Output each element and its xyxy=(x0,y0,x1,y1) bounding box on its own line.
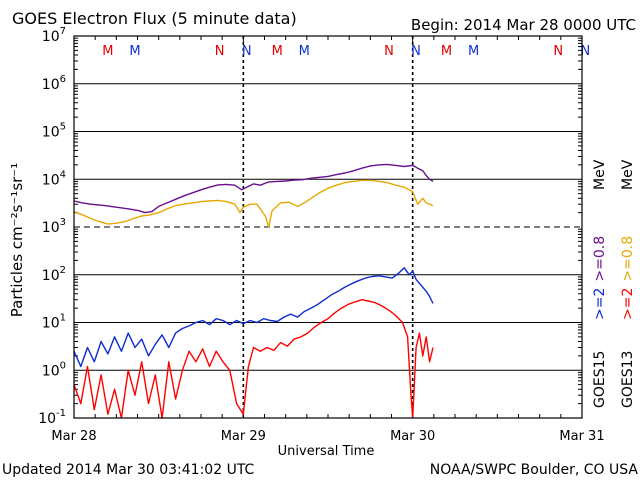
series-line xyxy=(73,163,434,214)
series-line xyxy=(73,267,434,368)
mn-marker: M xyxy=(299,44,310,59)
legend-unit: MeV xyxy=(620,159,636,190)
mn-marker: M xyxy=(129,44,140,59)
legend-energies: >=2>=0.8 xyxy=(620,236,636,320)
legend-energies: >=2>=0.8 xyxy=(592,236,608,320)
series-line xyxy=(73,299,434,419)
mn-marker: M xyxy=(441,44,452,59)
x-axis-label: Universal Time xyxy=(278,444,375,459)
gridlines xyxy=(74,37,582,405)
y-tick-label: 101 xyxy=(42,313,66,332)
mn-marker: M xyxy=(468,44,479,59)
x-tick-label: Mar 31 xyxy=(559,429,604,444)
legend-unit: MeV xyxy=(592,159,608,190)
y-tick-label: 104 xyxy=(42,169,66,188)
legend: GOES15 >=2>=0.8 MeV GOES13 >=2>=0.8 MeV xyxy=(592,159,636,408)
legend-satellite: GOES13 xyxy=(620,351,636,408)
data-series xyxy=(73,163,434,419)
x-tick-label: Mar 28 xyxy=(51,429,96,444)
mn-marker: N xyxy=(215,44,225,59)
y-tick-label: 103 xyxy=(42,217,66,236)
mn-marker: N xyxy=(581,44,591,59)
y-tick-label: 107 xyxy=(42,26,66,45)
y-tick-label: 106 xyxy=(42,74,66,93)
y-axis-label: Particles cm⁻²s⁻¹sr⁻¹ xyxy=(8,163,26,317)
y-axis-tick-labels: 10-1 100 101 102 103 104 105 106 107 xyxy=(38,26,66,427)
plot-frame xyxy=(73,35,583,419)
mn-marker: N xyxy=(553,44,563,59)
mn-marker: N xyxy=(411,44,421,59)
y-tick-label: 105 xyxy=(42,122,66,141)
mn-marker: N xyxy=(384,44,394,59)
y-tick-label: 100 xyxy=(42,360,66,379)
updated-timestamp: Updated 2014 Mar 30 03:41:02 UTC xyxy=(2,462,255,478)
x-axis-tick-labels: Mar 28 Mar 29 Mar 30 Mar 31 xyxy=(51,429,604,444)
y-tick-label: 102 xyxy=(42,265,66,284)
x-tick-label: Mar 30 xyxy=(390,429,435,444)
source-credit: NOAA/SWPC Boulder, CO USA xyxy=(430,462,639,478)
x-tick-label: Mar 29 xyxy=(221,429,266,444)
legend-satellite: GOES15 xyxy=(592,351,608,408)
day-divider-lines xyxy=(73,36,583,418)
begin-date-label: Begin: 2014 Mar 28 0000 UTC xyxy=(411,16,636,34)
mn-marker: N xyxy=(242,44,252,59)
series-line xyxy=(73,179,434,228)
mn-marker: M xyxy=(272,44,283,59)
chart-title: GOES Electron Flux (5 minute data) xyxy=(12,9,297,28)
mn-marker: M xyxy=(102,44,113,59)
y-tick-label: 10-1 xyxy=(38,408,66,427)
